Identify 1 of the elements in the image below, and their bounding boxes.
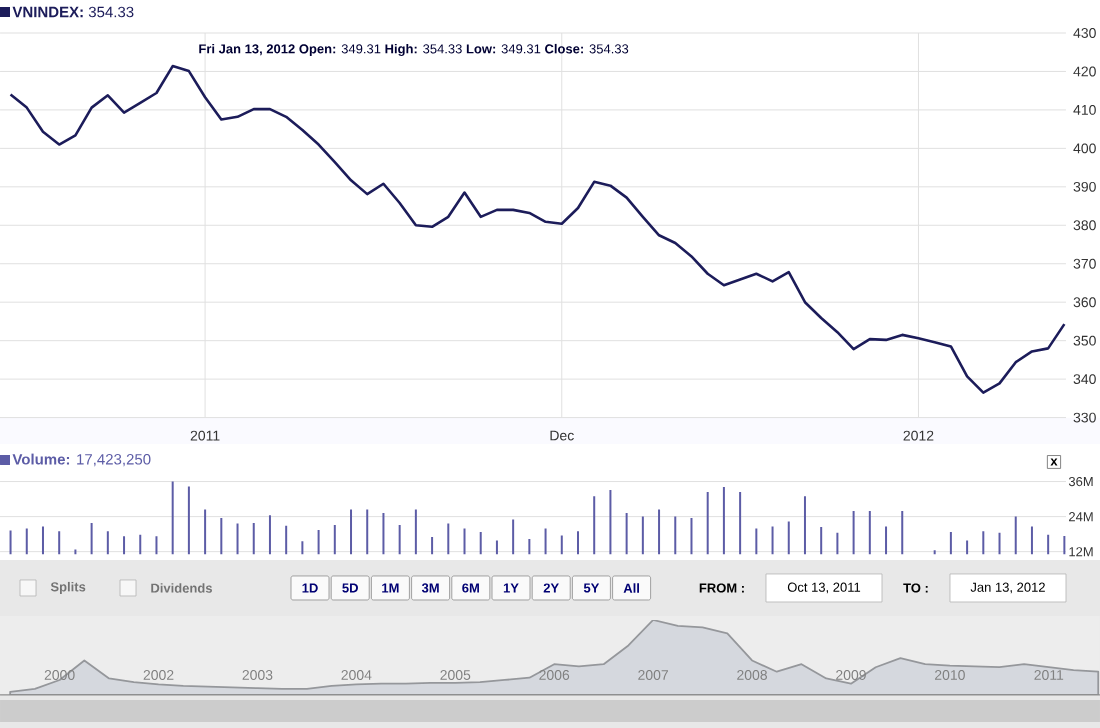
line-series: [9, 64, 1066, 394]
